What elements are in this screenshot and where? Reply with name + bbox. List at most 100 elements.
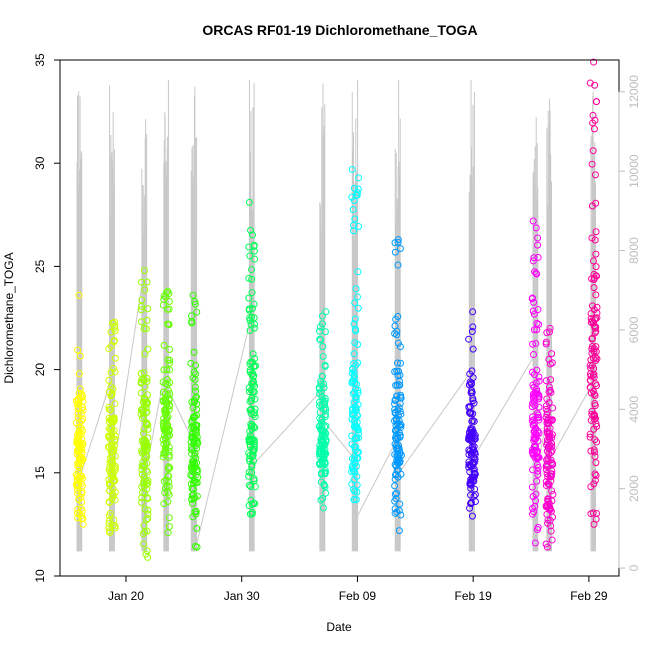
point-rf11-75 xyxy=(530,437,538,445)
point-rf13-67 xyxy=(592,291,600,299)
point-rf11-102 xyxy=(534,454,542,462)
point-rf04-74 xyxy=(163,288,171,296)
point-rf04-111 xyxy=(162,444,170,452)
point-rf05-104 xyxy=(188,434,196,442)
point-rf03-110 xyxy=(141,461,149,469)
point-rf13-77 xyxy=(586,433,594,441)
point-rf11-108 xyxy=(532,269,540,277)
point-rf04-94 xyxy=(159,301,167,309)
point-rf11-86 xyxy=(529,399,537,407)
point-rf10-97 xyxy=(465,461,473,469)
point-rf06-72 xyxy=(247,405,255,413)
point-rf04-103 xyxy=(165,406,173,414)
point-rf05-98 xyxy=(191,449,199,457)
point-rf02-110 xyxy=(105,432,113,440)
point-rf04-41 xyxy=(165,305,173,313)
point-rf02-107 xyxy=(107,425,115,433)
point-rf02-111 xyxy=(105,403,113,411)
point-rf05-1 xyxy=(189,291,197,299)
point-rf01-1 xyxy=(75,291,83,299)
point-rf10-102 xyxy=(469,345,477,353)
point-rf09-102 xyxy=(396,343,404,351)
point-rf13-76 xyxy=(587,364,595,372)
point-rf09-37 xyxy=(397,421,405,429)
point-rf02-81 xyxy=(106,516,114,524)
point-rf09-81 xyxy=(395,447,403,455)
transit-trace-9 xyxy=(398,371,472,474)
point-rf06-88 xyxy=(248,313,256,321)
point-rf01-81 xyxy=(73,476,81,484)
point-rf13-93 xyxy=(593,438,601,446)
point-rf11-101 xyxy=(529,493,537,501)
point-rf01-13 xyxy=(76,464,84,472)
point-rf03-111 xyxy=(143,378,151,386)
y-tick-label-20: 20 xyxy=(33,363,47,377)
point-rf06-103 xyxy=(249,372,257,380)
point-rf08-87 xyxy=(349,205,357,213)
point-rf12-58 xyxy=(545,355,553,363)
point-rf10-25 xyxy=(468,367,476,375)
point-rf12-105 xyxy=(545,420,553,428)
point-rf11-62 xyxy=(534,253,542,261)
point-rf12-104 xyxy=(545,480,553,488)
point-rf07-37 xyxy=(316,336,324,344)
point-rf04-76 xyxy=(161,395,169,403)
point-rf01-47 xyxy=(74,437,82,445)
point-rf05-92 xyxy=(192,426,200,434)
point-rf05-47 xyxy=(187,359,195,367)
point-rf08-64 xyxy=(350,422,358,430)
point-rf01-95 xyxy=(74,346,82,354)
point-rf06-18 xyxy=(250,324,258,332)
point-rf04-96 xyxy=(165,451,173,459)
point-rf11-96 xyxy=(531,402,539,410)
point-rf11-73 xyxy=(533,431,541,439)
point-rf08-1 xyxy=(348,165,356,173)
point-rf06-93 xyxy=(250,475,258,483)
point-rf13-61 xyxy=(592,459,600,467)
point-rf03-55 xyxy=(139,408,147,416)
point-rf03-102 xyxy=(144,506,152,514)
point-rf10-100 xyxy=(470,477,478,485)
point-rf13-110 xyxy=(587,356,595,364)
point-rf09-39 xyxy=(396,244,404,252)
point-rf12-85 xyxy=(543,428,551,436)
point-rf09-103 xyxy=(391,239,399,247)
transit-trace-12 xyxy=(550,383,593,459)
point-rf06-87 xyxy=(248,461,256,469)
point-rf09-94 xyxy=(392,426,400,434)
point-rf08-39 xyxy=(350,221,358,229)
point-rf11-92 xyxy=(529,340,537,348)
point-rf13-43 xyxy=(588,335,596,343)
point-rf10-96 xyxy=(465,458,473,466)
point-rf08-69 xyxy=(350,476,358,484)
y-axis-left: 10 15 20 25 30 35 xyxy=(33,53,60,583)
point-rf03-101 xyxy=(140,436,148,444)
point-rf04-102 xyxy=(163,482,171,490)
point-rf13-108 xyxy=(592,510,600,518)
point-rf04-84 xyxy=(164,432,172,440)
point-rf09-9 xyxy=(393,489,401,497)
point-rf05-103 xyxy=(192,430,200,438)
point-rf08-108 xyxy=(351,487,359,495)
point-rf02-77 xyxy=(105,443,113,451)
point-rf11-95 xyxy=(529,381,537,389)
point-rf09-46 xyxy=(391,248,399,256)
point-rf01-111 xyxy=(75,440,83,448)
point-rf03-66 xyxy=(143,278,151,286)
point-rf13-94 xyxy=(591,400,599,408)
point-rf06-90 xyxy=(247,422,255,430)
point-rf07-98 xyxy=(319,396,327,404)
point-rf10-1 xyxy=(469,308,477,316)
point-rf06-104 xyxy=(247,410,255,418)
point-rf04-90 xyxy=(163,366,171,374)
point-rf07-108 xyxy=(321,450,329,458)
point-rf12-30 xyxy=(548,536,556,544)
point-rf05-97 xyxy=(189,457,197,465)
point-rf10-107 xyxy=(465,428,473,436)
point-rf13-87 xyxy=(590,390,598,398)
point-rf02-74 xyxy=(107,368,115,376)
point-rf13-33 xyxy=(588,160,596,168)
point-rf13-97 xyxy=(592,356,600,364)
point-rf04-83 xyxy=(159,378,167,386)
point-rf04-81 xyxy=(161,484,169,492)
